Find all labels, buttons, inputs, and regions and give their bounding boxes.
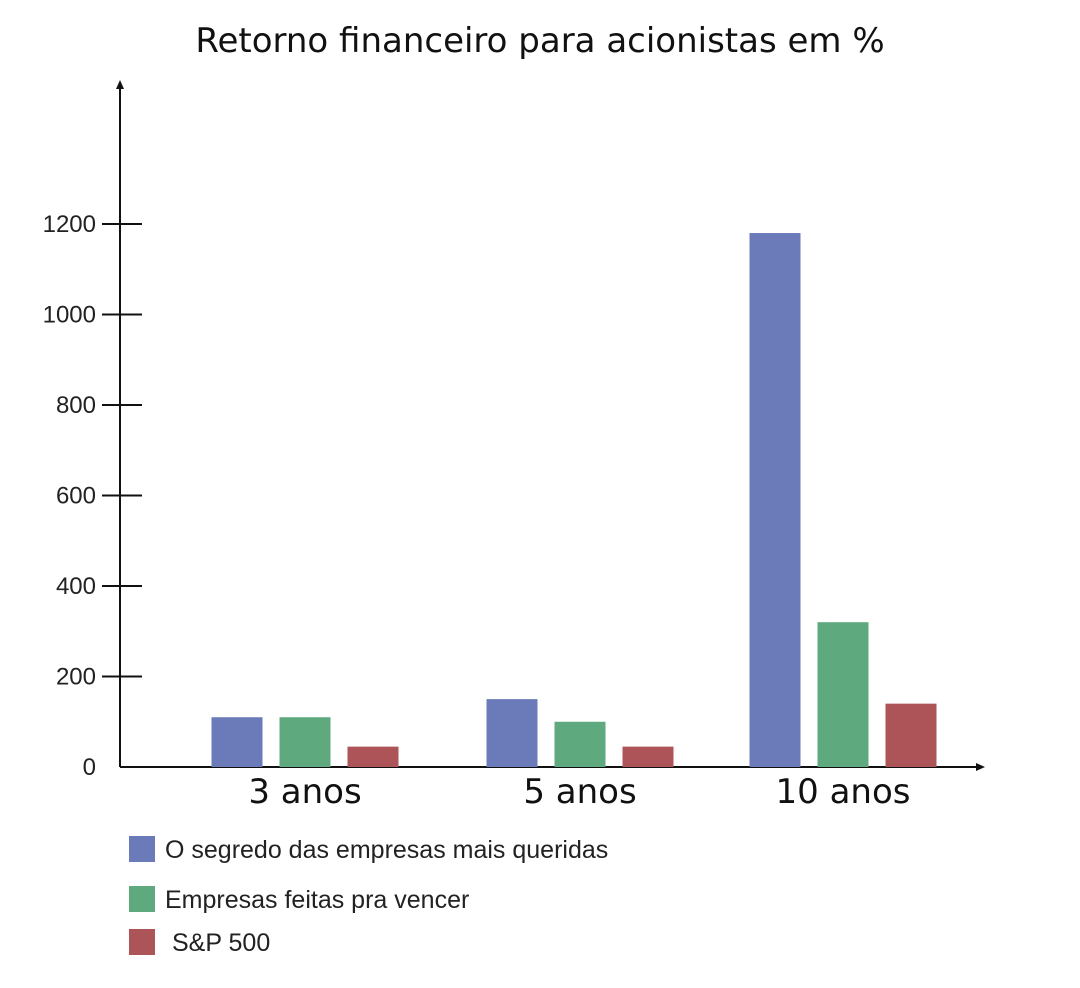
x-tick-label: 5 anos	[523, 772, 636, 812]
y-tick-label: 800	[56, 392, 96, 419]
y-tick-label: 600	[56, 483, 96, 510]
bar	[279, 717, 331, 767]
legend-swatch	[129, 836, 155, 862]
legend: O segredo das empresas mais queridas Empr…	[129, 836, 608, 957]
x-axis-ticks: 3 anos 5 anos 10 anos	[248, 772, 910, 812]
legend-swatch	[129, 886, 155, 912]
legend-label: S&P 500	[172, 929, 270, 957]
y-axis-ticks: 0 200 400 600 800 1000 1200	[43, 211, 142, 781]
bar	[885, 703, 937, 767]
bar	[347, 746, 399, 767]
bar	[622, 746, 674, 767]
x-tick-label: 10 anos	[776, 772, 911, 812]
y-tick-label: 1200	[43, 211, 96, 238]
legend-swatch	[129, 929, 155, 955]
bar	[817, 622, 869, 767]
legend-label: O segredo das empresas mais queridas	[165, 836, 608, 864]
bar	[211, 717, 263, 767]
chart-title: Retorno financeiro para acionistas em %	[195, 21, 884, 61]
y-tick-label: 400	[56, 573, 96, 600]
y-axis-arrow-icon	[116, 80, 124, 89]
y-tick-label: 0	[83, 754, 96, 781]
bar	[554, 721, 606, 767]
y-tick-label: 1000	[43, 302, 96, 329]
bar	[486, 699, 538, 767]
y-tick-label: 200	[56, 664, 96, 691]
bar	[749, 233, 801, 768]
legend-label: Empresas feitas pra vencer	[165, 886, 469, 914]
x-axis-arrow-icon	[976, 763, 985, 771]
x-tick-label: 3 anos	[248, 772, 361, 812]
bars	[211, 233, 937, 768]
